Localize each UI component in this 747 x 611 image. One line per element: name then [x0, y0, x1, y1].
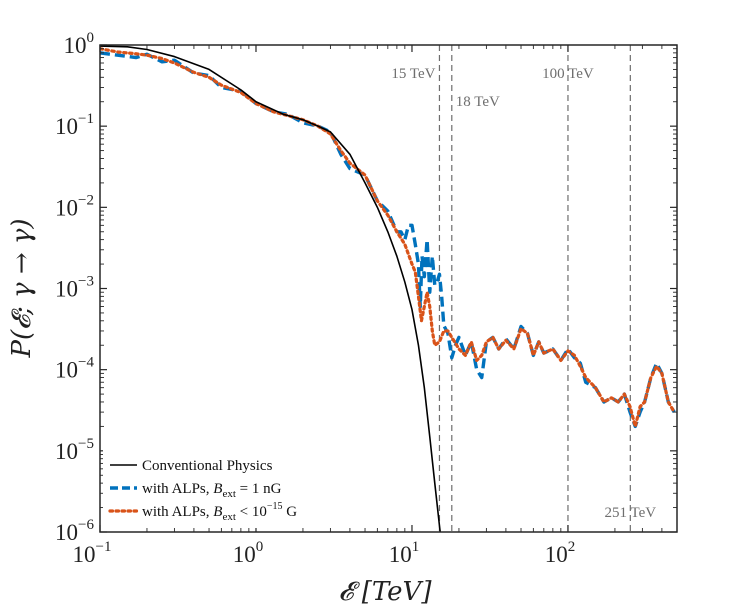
x-tick-label-3: 102: [545, 539, 576, 567]
y-tick-label-1: 10−1: [55, 111, 94, 139]
vline-label-3: 251 TeV: [605, 505, 657, 521]
y-tick-label-0: 100: [64, 30, 95, 58]
x-tick-label-0: 10−1: [73, 539, 112, 567]
vline-label-1: 18 TeV: [456, 94, 500, 110]
legend: Conventional Physics with ALPs, Bext = 1 …: [103, 450, 353, 528]
legend-label-1: with ALPs, Bext = 1 nG: [142, 481, 282, 500]
y-tick-label-6: 10−6: [55, 517, 94, 545]
y-tick-label-5: 10−5: [55, 436, 94, 464]
legend-label-2: with ALPs, Bext < 10−15 G: [142, 501, 297, 523]
vline-label-0: 15 TeV: [391, 66, 435, 82]
legend-label-0: Conventional Physics: [142, 458, 273, 474]
series-group: [100, 45, 676, 532]
y-tick-label-4: 10−4: [55, 355, 94, 383]
x-tick-label-2: 101: [389, 539, 420, 567]
vline-label-2: 100 TeV: [542, 66, 594, 82]
series-line-0: [100, 45, 442, 532]
x-tick-labels: 10−1 100 101 102: [73, 539, 576, 567]
x-tick-label-1: 100: [233, 539, 264, 567]
y-axis-label: P(𝓔; γ → γ): [7, 218, 37, 358]
plot-frame: [99, 44, 678, 533]
y-tick-label-3: 10−3: [55, 274, 94, 302]
legend-box: [103, 450, 353, 528]
y-tick-labels: 100 10−1 10−2 10−3 10−4 10−5 10−6: [55, 30, 94, 545]
y-tick-label-2: 10−2: [55, 192, 94, 220]
vline-group: 15 TeV 18 TeV 100 TeV 251 TeV: [391, 45, 656, 532]
x-axis-label: 𝓔 [TeV]: [339, 577, 433, 607]
